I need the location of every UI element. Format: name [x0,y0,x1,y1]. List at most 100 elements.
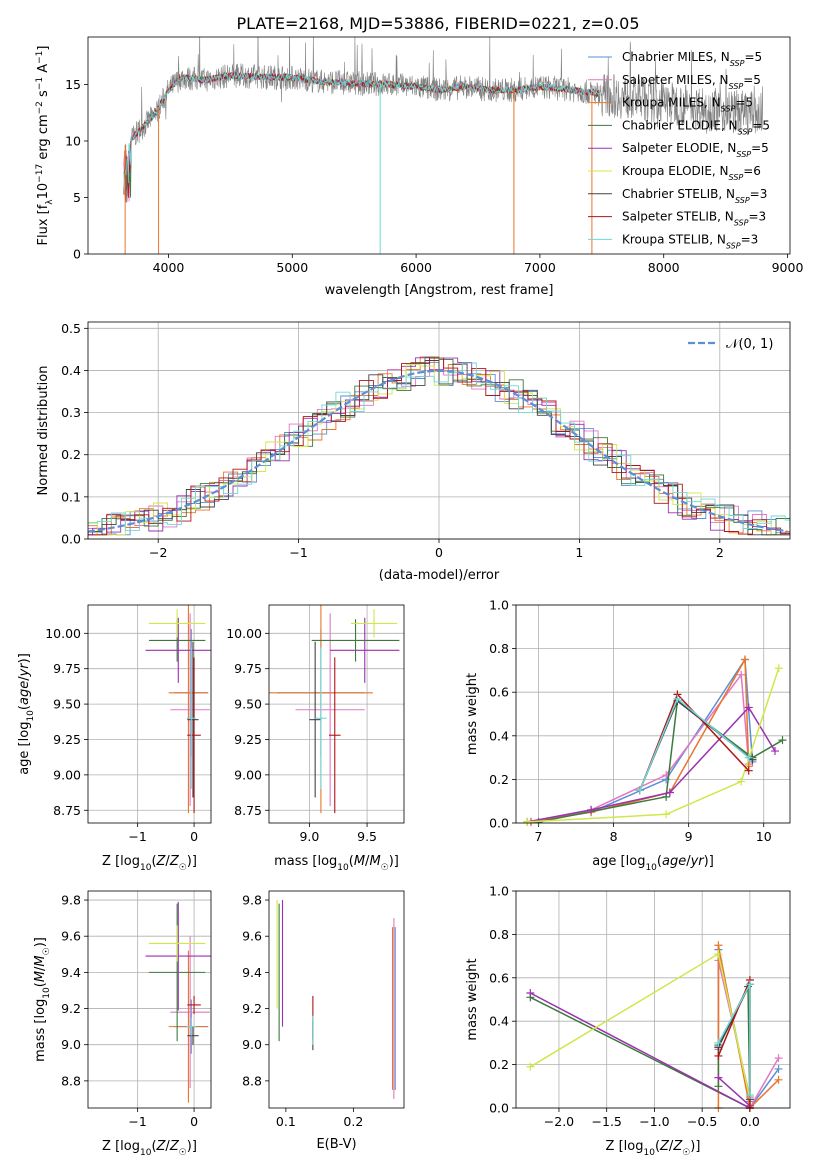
errorbars [269,605,400,814]
y-tick-label: 0.5 [61,321,81,336]
label-part: )] [187,1139,197,1154]
y-tick-label: 9.00 [234,767,262,782]
weight-line-4 [529,992,751,1110]
axes-frame [268,604,405,824]
label-part: 10 [36,183,51,200]
x-tick-label: 0 [435,545,443,560]
weight-marker-0 [774,1064,783,1073]
weight-line-0 [530,657,754,823]
mass-vs-Z-panel: −1 08.89.09.29.49.69.8Z [log10(Z/Z☉)]mass… [33,890,212,1158]
legend-label: Chabrier ELODIE, NSSP=5 [622,118,770,136]
x-tick-label: 0 [190,829,198,844]
weight-marker-4 [744,703,753,712]
label-part: age [log [17,722,32,775]
y-tick-label: 10.00 [45,626,81,641]
y-tick-label: 0.4 [61,363,81,378]
label-part: Z [156,854,167,869]
legend-text: Chabrier MILES, N [622,50,730,64]
label-part: ( [17,705,32,710]
legend-label: Kroupa MILES, NSSP=5 [622,96,753,114]
axes-frame [87,36,791,255]
y-tick-label: 0.2 [489,1057,509,1072]
axes-frame [87,604,212,824]
figure-title: PLATE=2168, MJD=53886, FIBERID=0221, z=0… [236,14,639,33]
label-part: yr [690,854,706,869]
y-tick-label: 0.1 [61,489,81,504]
label-part: / [17,676,32,681]
label-part: 10 [140,1148,152,1158]
x-tick-label: −0.5 [687,1114,717,1129]
x-axis-label: Z [log10(Z/Z☉)] [102,1139,197,1158]
weight-marker-5 [662,810,671,819]
label-part: mass [log [33,999,48,1062]
label-part: ( [151,854,156,869]
x-tick-label: −2.0 [544,1114,574,1129]
legend-label: Kroupa ELODIE, NSSP=6 [622,164,761,182]
weight-marker-8 [714,1038,723,1047]
weight-line-3 [538,699,783,823]
weight-marker-5 [714,949,723,958]
errorbars [276,900,396,1099]
x-tick-label: −2 [149,545,167,560]
y-tick-label: 9.00 [53,767,81,782]
x-axis-label: Z [log10(Z/Z☉)] [606,1139,701,1158]
x-tick-label: −1 [128,829,146,844]
y-tick-label: 9.75 [53,661,81,676]
weight-marker-4 [770,747,779,756]
y-axis-label: mass [log10(M/M☉)] [33,937,52,1062]
weight-marker-4 [526,988,535,997]
weight-marker-5 [526,1062,535,1071]
x-axis-label: Z [log10(Z/Z☉)] [102,854,197,873]
x-tick-label: 6000 [400,260,432,275]
label-part: 10 [26,710,36,722]
axes-frame [87,321,791,540]
y-tick-label: 9.4 [61,965,81,980]
x-tick-label: 0 [190,1114,198,1129]
y-tick-label: 9.25 [53,732,81,747]
legend: Chabrier MILES, N SSP =5 Salpeter MILES, NS… [588,50,770,250]
weight-marker-1 [737,670,746,679]
legend-suffix: =3 [748,210,766,224]
y-tick-label: 9.2 [242,1001,262,1016]
x-tick-label: 4000 [153,260,185,275]
y-tick-label: 15 [65,77,81,92]
weight-line-2 [530,656,750,823]
x-axis-label: E(B-V) [316,1137,356,1152]
label-part: ☉ [42,947,52,955]
legend-suffix: =3 [741,232,759,246]
axes-frame [87,890,212,1109]
label-part: −17 [35,164,45,183]
x-tick-label: −1.0 [639,1114,669,1129]
legend-label: Salpeter MILES, NSSP=5 [622,73,761,91]
label-part: 10 [645,863,657,873]
weight-marker-8 [745,1090,754,1099]
weight-marker-4 [714,1073,723,1082]
y-tick-label: 9.0 [61,1037,81,1052]
y-axis-label: Flux [fλ10−17 erg cm−2 s−1 A−1] [35,46,55,246]
y-tick-label: 9.6 [242,929,262,944]
axes-frame [515,890,791,1109]
spectrum-line-2 [123,72,600,203]
label-part: −1 [35,51,45,64]
legend-text: Salpeter ELODIE, N [622,141,736,155]
y-tick-label: 9.25 [234,732,262,747]
y-tick-label: 0.6 [489,685,509,700]
y-tick-label: 9.2 [61,1001,81,1016]
legend-sub: SSP [729,173,744,182]
y-tick-label: 10 [65,133,81,148]
legend-text: Chabrier ELODIE, N [622,118,738,132]
y-axis-label: age [log10(age/yr)] [17,653,36,775]
weight-marker-4 [665,788,674,797]
label-part: Z [169,1139,180,1154]
label-part: ( [151,1139,156,1154]
legend-label: Chabrier STELIB, NSSP=3 [622,187,767,205]
y-tick-label: 0.2 [61,447,81,462]
weight-marker-4 [587,805,596,814]
x-tick-label: 0.2 [343,1114,363,1129]
legend-suffix: =5 [751,141,769,155]
weight-marker-5 [774,664,783,673]
x-tick-label: 10 [756,829,772,844]
weight-marker-2 [714,941,723,950]
legend-sub: SSP [738,127,753,136]
